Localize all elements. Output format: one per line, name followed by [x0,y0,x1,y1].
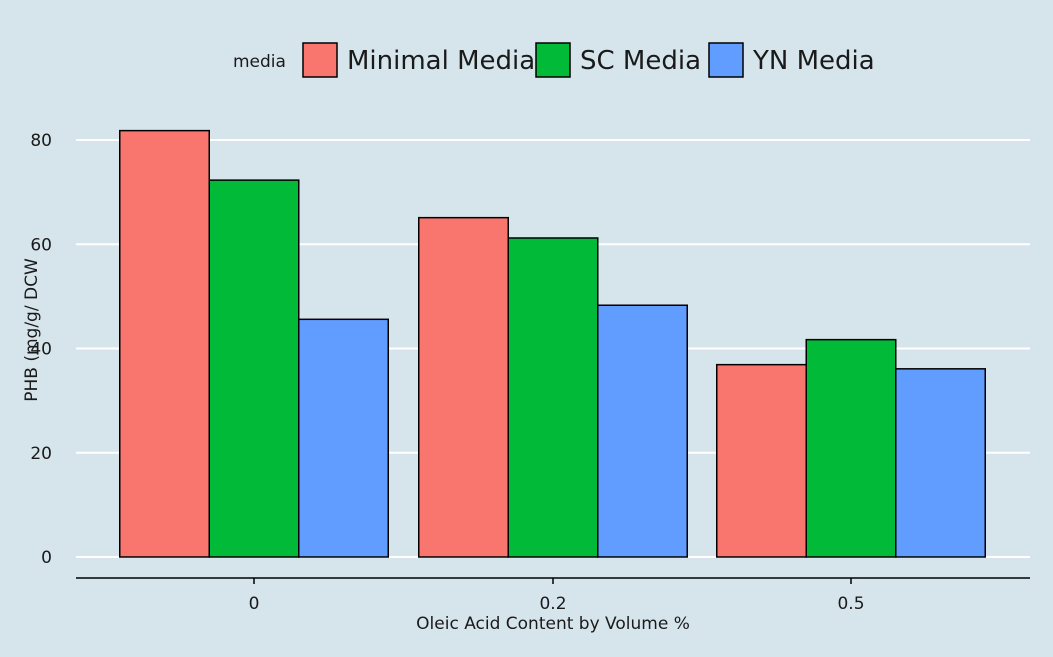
legend-label: YN Media [752,46,875,76]
x-axis-title: Oleic Acid Content by Volume % [416,614,690,634]
legend-key-yn-media [708,42,744,78]
bar-sc-media-0.5 [805,338,897,558]
x-tick-label: 0 [249,594,260,614]
legend-label: Minimal Media [347,46,535,76]
bars [119,129,986,558]
y-axis-title: PHB (mg/g/ DCW [22,258,42,402]
legend-key-minimal-media [302,42,338,78]
bar-yn-media-0 [298,318,389,558]
axes: 0 20 40 60 80 0 0.2 0.5 [30,131,1030,614]
bar-minimal-media-0.5 [716,363,807,558]
bar-sc-media-0 [208,179,300,558]
y-tick-label: 60 [30,235,52,255]
y-tick-label: 20 [30,444,52,464]
legend-label: SC Media [580,46,701,76]
bar-yn-media-0.2 [597,304,688,558]
bar-minimal-media-0.2 [418,216,509,558]
y-tick-label: 40 [30,340,52,360]
bar-yn-media-0.5 [895,368,986,558]
bar-sc-media-0.2 [507,237,599,558]
x-tick-label: 0.5 [837,594,864,614]
y-tick-label: 0 [41,548,52,568]
legend: media Minimal Media SC Media YN Media [233,42,875,78]
legend-key-sc-media [535,42,571,78]
bar-minimal-media-0 [119,129,210,558]
y-tick-label: 80 [30,131,52,151]
x-tick-label: 0.2 [539,594,566,614]
legend-title: media [233,52,286,72]
